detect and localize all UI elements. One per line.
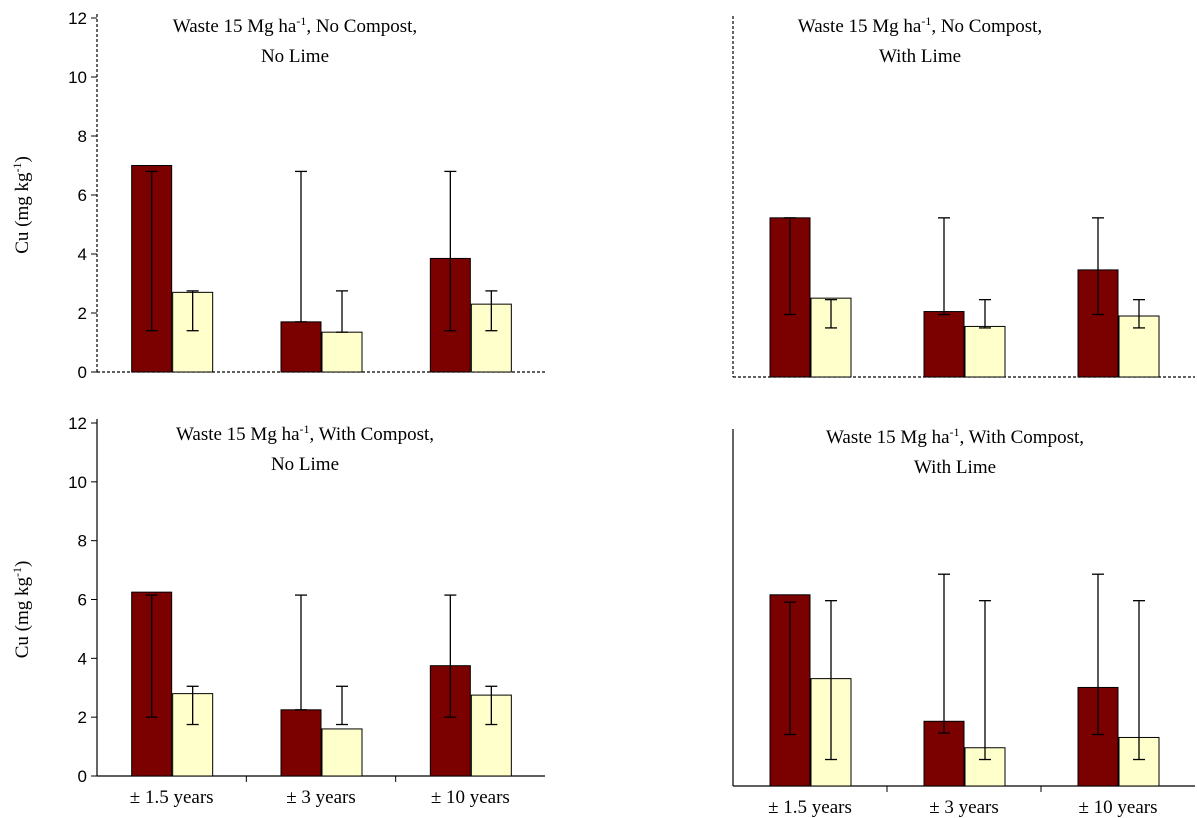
x-tick-label: ± 10 years — [1078, 797, 1157, 818]
y-tick-label: 4 — [78, 649, 87, 668]
x-tick-label: ± 3 years — [286, 787, 356, 808]
x-tick-label: ± 1.5 years — [768, 797, 852, 818]
x-tick-label: ± 10 years — [431, 787, 510, 808]
bar — [923, 311, 965, 378]
chart-title-text: Waste 15 Mg ha — [798, 16, 922, 37]
bar — [964, 325, 1006, 378]
chart-title-rest: , No Compost, — [931, 16, 1042, 37]
chart-title-sup: -1 — [950, 425, 960, 439]
chart-title-rest: , No Compost, — [306, 16, 417, 37]
y-tick-label: 6 — [78, 186, 87, 205]
bar — [321, 728, 363, 777]
y-tick-label: 10 — [68, 473, 87, 492]
chart-title-rest: , With Compost, — [310, 424, 435, 445]
y-axis-label-rest: ) — [12, 561, 33, 567]
chart-title-sup: -1 — [296, 14, 306, 28]
chart-title: Waste 15 Mg ha-1, No Compost, — [173, 14, 417, 37]
y-tick-label: 6 — [78, 591, 87, 610]
y-axis-label-text: Cu (mg kg — [12, 172, 33, 254]
y-tick-label: 0 — [78, 363, 87, 382]
chart-title-sup: -1 — [921, 14, 931, 28]
y-axis-label-text: Cu (mg kg — [12, 577, 33, 659]
bar — [280, 709, 322, 777]
y-axis-label-sup: -1 — [10, 567, 24, 577]
x-tick-label: ± 1.5 years — [130, 787, 214, 808]
y-axis-label: Cu (mg kg-1) — [10, 561, 33, 659]
y-tick-label: 2 — [78, 708, 87, 727]
bar — [321, 331, 363, 373]
y-tick-label: 4 — [78, 245, 87, 264]
y-axis-label-sup: -1 — [10, 163, 24, 173]
y-tick-label: 12 — [68, 9, 87, 28]
chart-title-text: Waste 15 Mg ha — [173, 16, 297, 37]
chart-title: Waste 15 Mg ha-1, With Compost, — [826, 425, 1084, 448]
chart-title-line2: With Lime — [879, 46, 961, 67]
y-tick-label: 12 — [68, 414, 87, 433]
chart-title-sup: -1 — [300, 422, 310, 436]
x-tick-label: ± 3 years — [929, 797, 999, 818]
y-tick-label: 8 — [78, 127, 87, 146]
chart-title-text: Waste 15 Mg ha — [826, 427, 950, 448]
y-tick-label: 8 — [78, 532, 87, 551]
chart-title-line2: With Lime — [914, 457, 996, 478]
y-axis-label: Cu (mg kg-1) — [10, 156, 33, 254]
chart-title-rest: , With Compost, — [960, 427, 1085, 448]
bar — [280, 321, 322, 373]
y-tick-label: 0 — [78, 767, 87, 786]
chart-title-line2: No Lime — [261, 46, 329, 67]
y-tick-label: 10 — [68, 68, 87, 87]
chart-title-text: Waste 15 Mg ha — [176, 424, 300, 445]
y-axis-label-rest: ) — [12, 156, 33, 162]
chart-title-line2: No Lime — [271, 454, 339, 475]
chart-title: Waste 15 Mg ha-1, With Compost, — [176, 422, 434, 445]
chart-title: Waste 15 Mg ha-1, No Compost, — [798, 14, 1042, 37]
y-tick-label: 2 — [78, 304, 87, 323]
